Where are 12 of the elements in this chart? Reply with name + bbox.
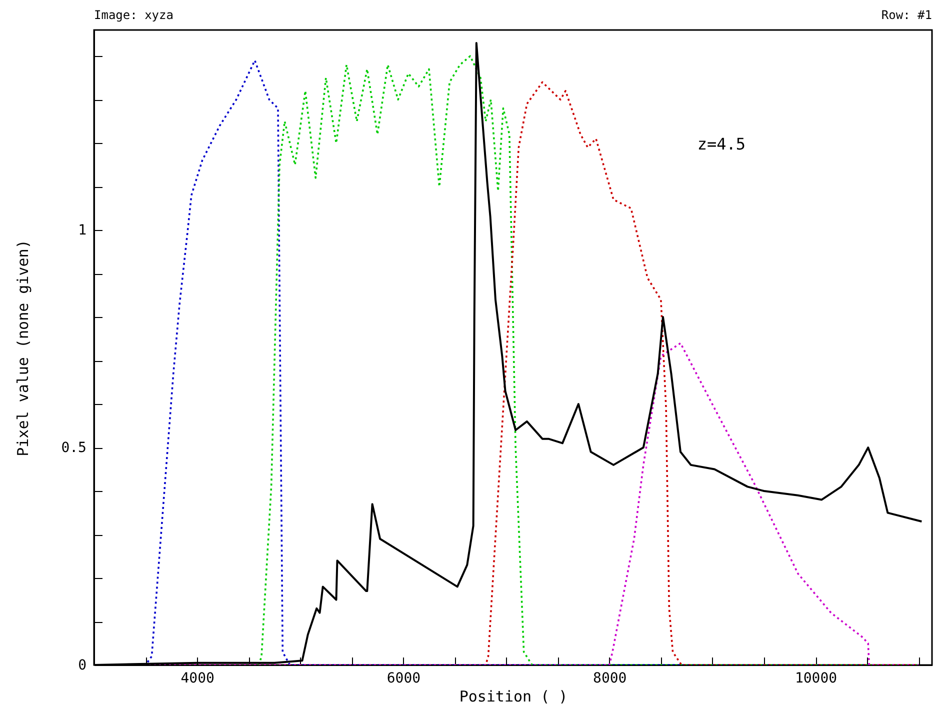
y-tick-label: 0.5 [61, 440, 86, 456]
text: Row: #1 [881, 8, 932, 22]
annotation: z=4.5 [697, 134, 746, 154]
x-tick-label: 8000 [593, 670, 627, 686]
x-axis-title: Position ( ) [459, 688, 568, 706]
chart-title: Image: xyza [94, 8, 174, 22]
x-tick-label: 6000 [386, 670, 421, 686]
y-axis-title: Pixel value (none given) [14, 240, 32, 456]
y-tick-label: 0 [78, 658, 86, 674]
y-tick-label: 1 [78, 222, 86, 239]
x-tick-label: 10000 [794, 670, 838, 686]
x-tick-label: 4000 [180, 670, 214, 686]
